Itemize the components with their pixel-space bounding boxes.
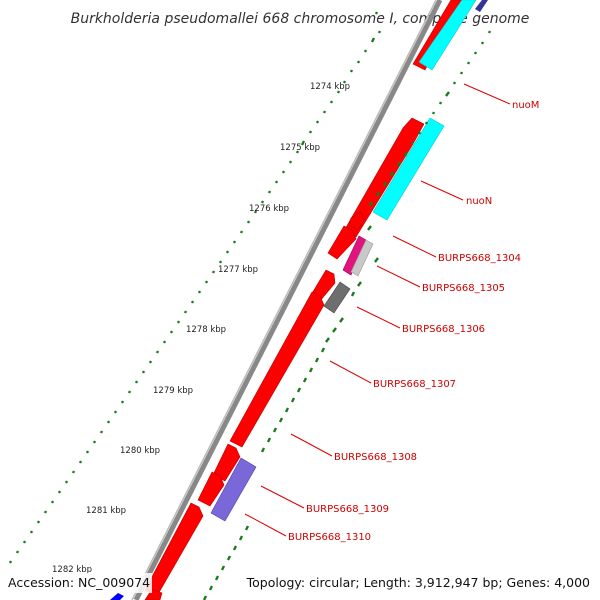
cds-block-cyan [372, 117, 445, 221]
inner-tick-ring [202, 30, 492, 600]
backbone [131, 0, 443, 600]
scale-label: 1276 kbp [249, 204, 289, 214]
gene-label-burps668-1309: BURPS668_1309 [306, 504, 389, 515]
cds-block-blue [110, 593, 124, 600]
cds-block-cyan [418, 0, 477, 71]
outer-tick-ring [8, 11, 382, 564]
accession-text: Accession: NC_009074 [8, 575, 150, 590]
cds-arrow [327, 225, 357, 260]
gene-label-burps668-1305: BURPS668_1305 [422, 283, 505, 294]
scale-label: 1277 kbp [218, 265, 258, 275]
scale-label: 1278 kbp [186, 325, 226, 335]
cds-block-navy [475, 0, 488, 12]
cds-block-purple [210, 457, 257, 522]
cds-block-gray [323, 281, 351, 314]
forward-cds-track [144, 0, 464, 600]
gene-labels: nuoM nuoN BURPS668_1304 BURPS668_1305 BU… [288, 100, 539, 543]
cds-block-magenta [342, 235, 367, 276]
cds-arrow [229, 291, 325, 448]
gene-label-burps668-1307: BURPS668_1307 [373, 379, 456, 390]
scale-label: 1282 kbp [52, 565, 92, 575]
scale-label: 1280 kbp [120, 446, 160, 456]
scale-label: 1279 kbp [153, 386, 193, 396]
scale-labels: 1274 kbp 1275 kbp 1276 kbp 1277 kbp 1278… [52, 82, 350, 575]
cds-arrow [348, 211, 365, 231]
gene-label-nuom: nuoM [512, 100, 539, 111]
gene-label-burps668-1306: BURPS668_1306 [402, 324, 485, 335]
gene-label-burps668-1310: BURPS668_1310 [288, 532, 371, 543]
map-title: Burkholderia pseudomallei 668 chromosome… [71, 11, 530, 27]
footer-backdrop-right [255, 573, 600, 593]
gene-label-nuon: nuoN [466, 196, 492, 207]
label-leaders [244, 83, 511, 537]
cds-block-lightgray [350, 239, 374, 277]
scale-label: 1281 kbp [86, 506, 126, 516]
scale-label: 1274 kbp [310, 82, 350, 92]
cog-track [110, 0, 488, 600]
gene-label-burps668-1304: BURPS668_1304 [438, 253, 521, 264]
gene-label-burps668-1308: BURPS668_1308 [334, 452, 417, 463]
footer-backdrop-left [0, 573, 152, 593]
cds-arrow [144, 588, 163, 600]
scale-label: 1275 kbp [280, 143, 320, 153]
genome-summary-text: Topology: circular; Length: 3,912,947 bp… [246, 575, 590, 590]
cds-arrow [197, 471, 225, 507]
